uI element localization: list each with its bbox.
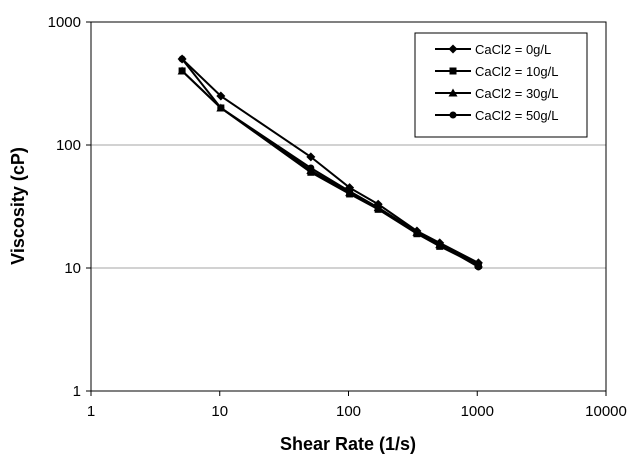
data-point xyxy=(448,44,458,54)
data-point xyxy=(448,88,458,97)
legend: CaCl2 = 0g/L CaCl2 = 10g/L CaCl2 = 30g/L Ca… xyxy=(414,32,588,138)
y-tick-label: 10 xyxy=(64,260,81,277)
y-tick-label: 1000 xyxy=(48,14,81,31)
gridlines xyxy=(91,144,606,269)
data-point xyxy=(346,187,354,195)
legend-item: CaCl2 = 10g/L xyxy=(435,64,558,79)
legend-box xyxy=(414,32,588,138)
y-tick-label: 1 xyxy=(73,383,81,400)
x-tick-label: 1000 xyxy=(461,403,494,420)
data-point xyxy=(413,228,421,236)
legend-label: CaCl2 = 50g/L xyxy=(475,108,558,123)
y-axis: 1 10 100 1000 xyxy=(48,14,91,400)
data-point xyxy=(449,111,457,119)
data-point xyxy=(474,263,482,271)
x-tick-label: 1 xyxy=(87,403,95,420)
data-point xyxy=(178,55,186,63)
legend-label: CaCl2 = 0g/L xyxy=(475,42,551,57)
legend-item: CaCl2 = 50g/L xyxy=(435,108,558,123)
data-point xyxy=(436,241,444,249)
series-line xyxy=(181,58,479,264)
data-point xyxy=(449,67,457,75)
x-tick-label: 10000 xyxy=(585,403,627,420)
series-layer xyxy=(177,54,483,271)
x-tick-label: 100 xyxy=(336,403,361,420)
legend-item: CaCl2 = 30g/L xyxy=(435,86,558,101)
data-point xyxy=(374,204,382,212)
series-3 xyxy=(178,55,482,271)
y-tick-label: 100 xyxy=(56,137,81,154)
data-point xyxy=(306,152,316,162)
x-axis: 1 10 100 1000 10000 xyxy=(87,391,627,420)
x-axis-title: Shear Rate (1/s) xyxy=(280,434,416,454)
y-axis-title: Viscosity (cP) xyxy=(8,147,28,265)
legend-item: CaCl2 = 0g/L xyxy=(435,42,551,57)
legend-label: CaCl2 = 10g/L xyxy=(475,64,558,79)
data-point xyxy=(217,104,225,112)
x-tick-label: 10 xyxy=(211,403,228,420)
series-line xyxy=(181,58,479,268)
data-point xyxy=(177,66,187,75)
legend-label: CaCl2 = 30g/L xyxy=(475,86,558,101)
data-point xyxy=(216,91,226,101)
data-point xyxy=(307,164,315,172)
